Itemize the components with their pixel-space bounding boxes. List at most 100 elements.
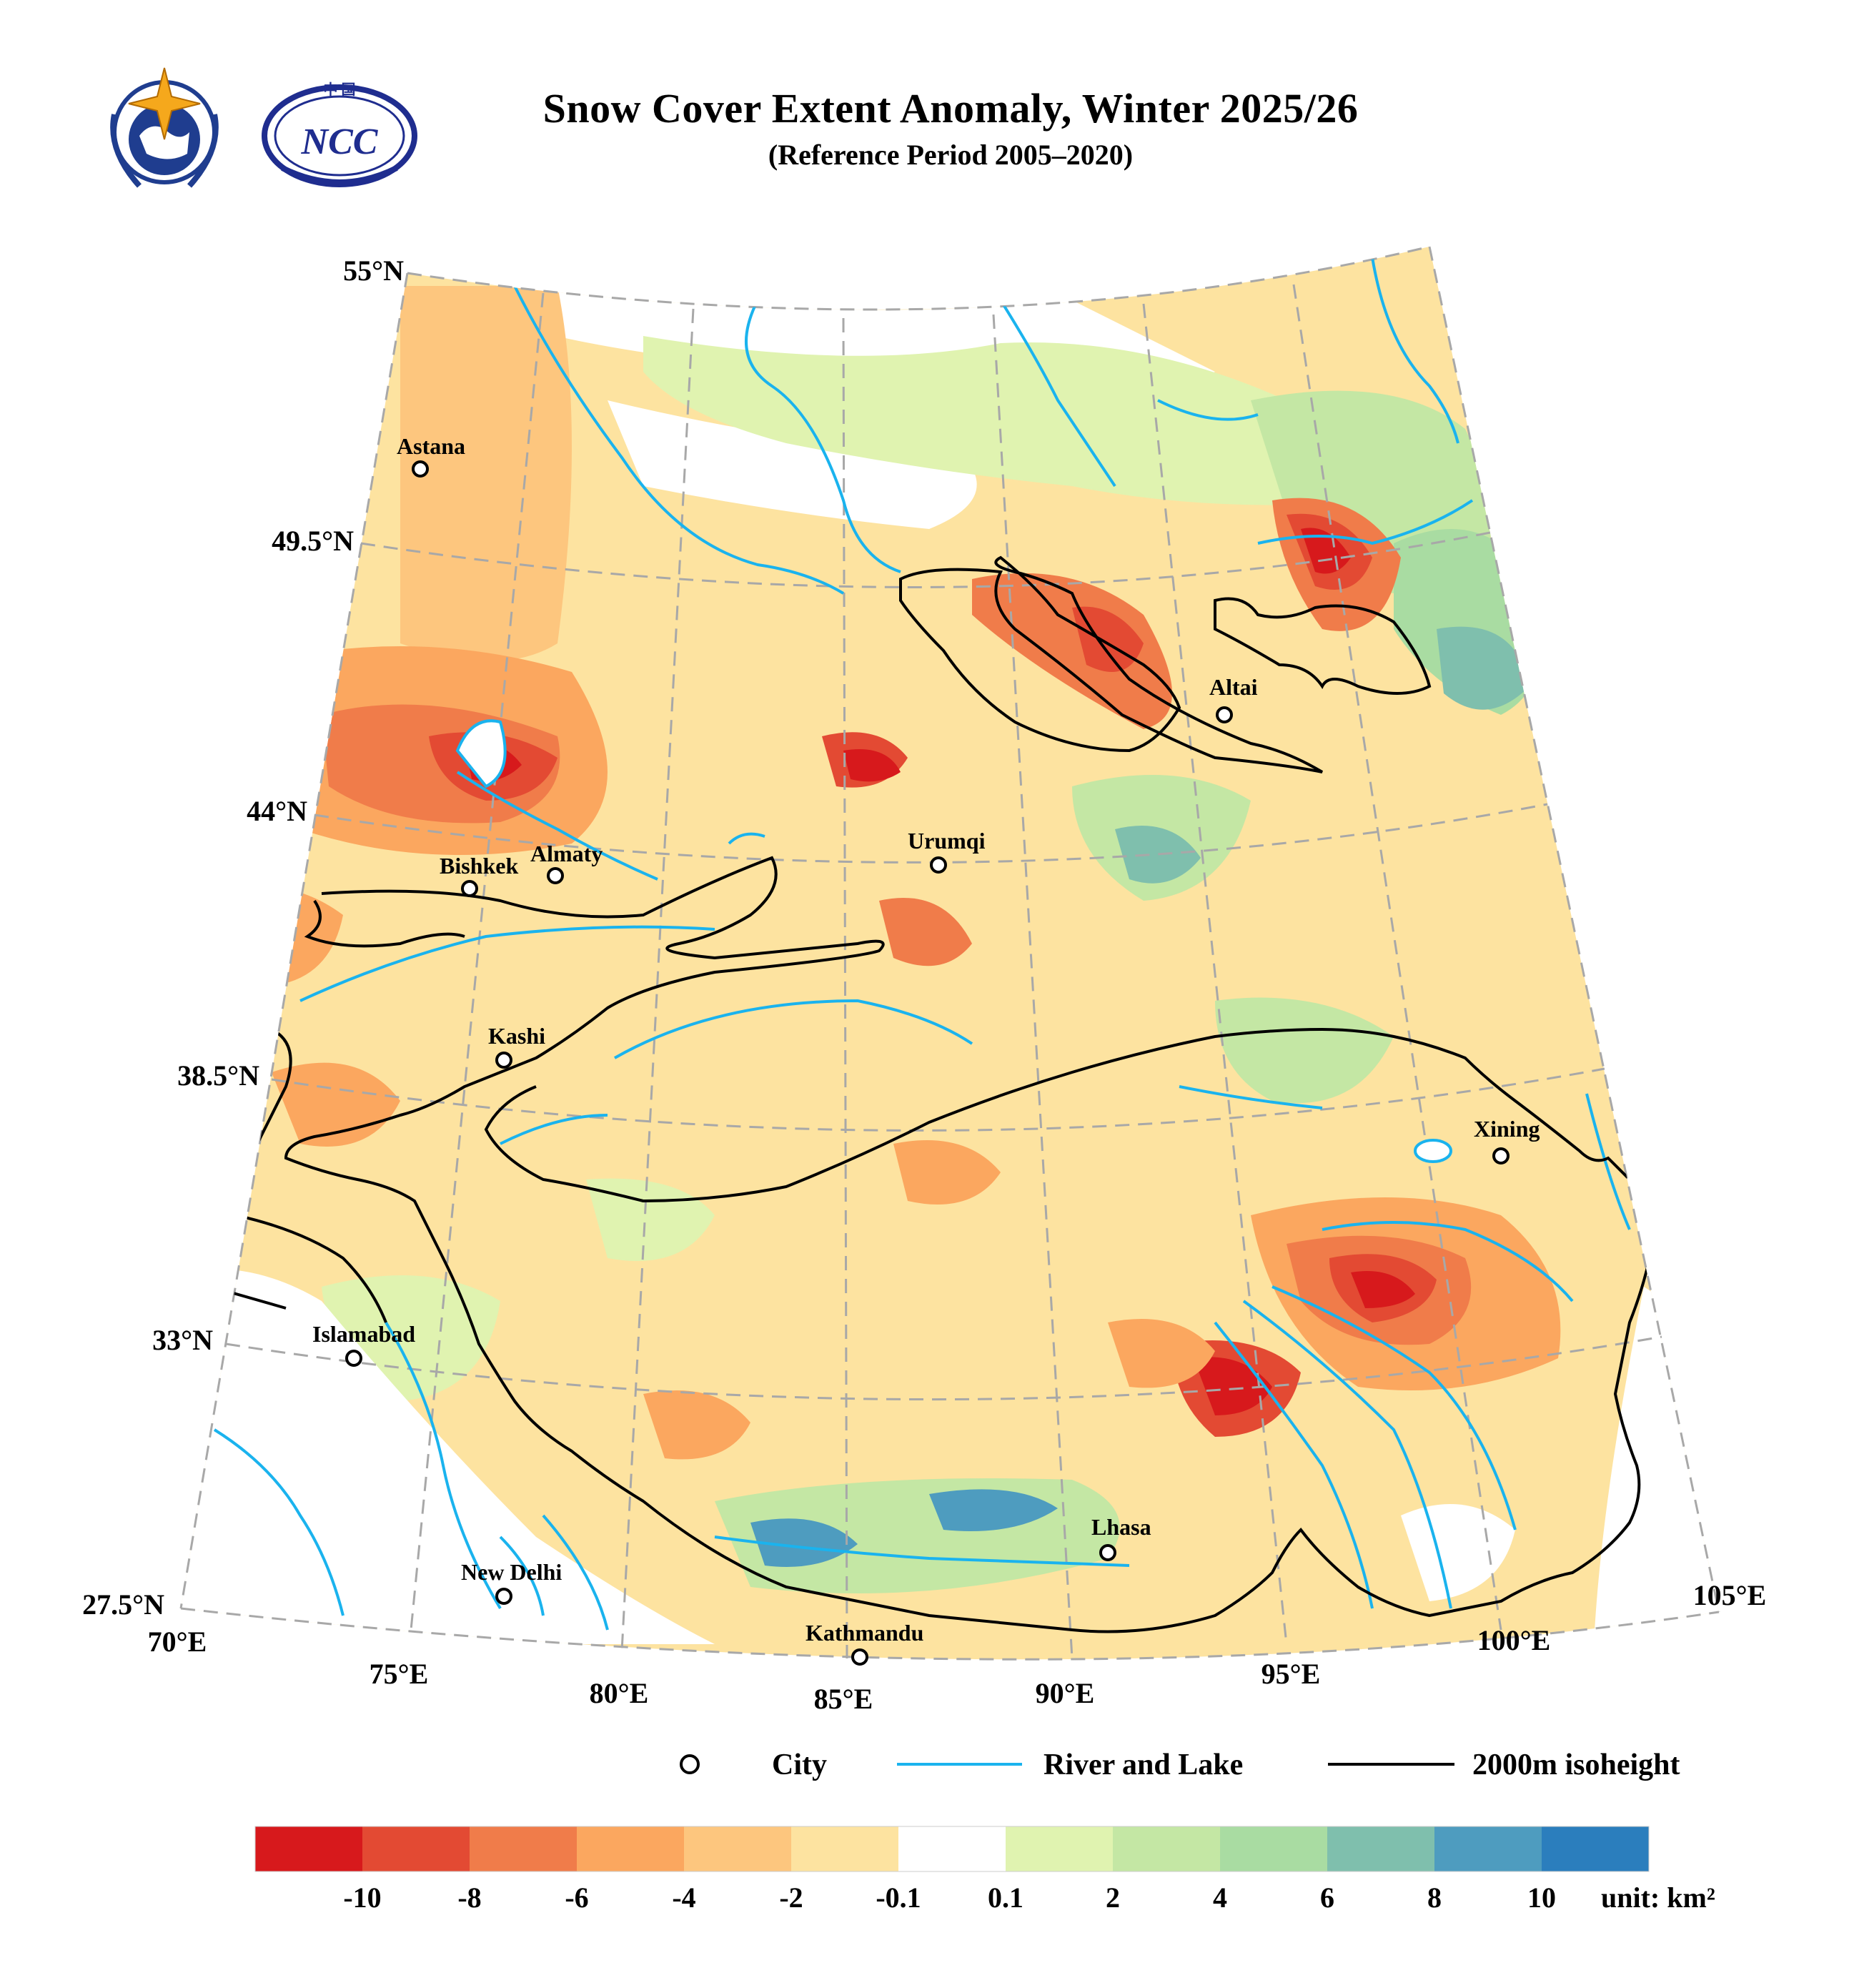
- map-title: Snow Cover Extent Anomaly, Winter 2025/2…: [542, 85, 1359, 132]
- colorbar-swatch: [255, 1826, 362, 1871]
- wmo-logo: [110, 67, 219, 188]
- river-yellow: [1322, 1221, 1574, 1302]
- river-bosten: [728, 832, 765, 845]
- river-angara: [1371, 257, 1459, 444]
- colorbar-swatch: [577, 1826, 684, 1871]
- colorbar-tick-label: -0.1: [876, 1881, 921, 1914]
- river-upper: [1157, 399, 1259, 421]
- colorbar-swatch: [1113, 1826, 1220, 1871]
- contour-altai: [899, 555, 1324, 773]
- river-ganges: [542, 1514, 609, 1631]
- river-mekong: [1242, 1300, 1452, 1609]
- colorbar-tick-label: -6: [565, 1881, 588, 1914]
- meridian-90: [992, 314, 1074, 1659]
- colorbar-swatch: [791, 1826, 898, 1871]
- city-label-kashi: Kashi: [488, 1023, 545, 1049]
- river-yellow-upper: [1585, 1093, 1631, 1230]
- colorbar-tick-label: -8: [457, 1881, 481, 1914]
- legend: City River and Lake 2000m isoheight: [680, 1749, 1680, 1781]
- parallel-38-5: [271, 1067, 1605, 1132]
- city-label-lhasa: Lhasa: [1091, 1514, 1151, 1540]
- river-irtysh: [513, 285, 845, 595]
- parallel-49-5: [360, 531, 1491, 588]
- river-indus: [385, 1321, 502, 1610]
- lon-label-100: 100°E: [1477, 1624, 1551, 1656]
- river-ili: [456, 771, 658, 881]
- lat-label-33: 33°N: [152, 1324, 213, 1356]
- river-syr: [299, 925, 715, 1002]
- city-label-almaty: Almaty: [530, 841, 603, 866]
- meridian-85: [842, 317, 848, 1659]
- colorbar-swatch: [1434, 1826, 1542, 1871]
- river-jhelum: [213, 1428, 344, 1616]
- colorbar-swatch: [1220, 1826, 1327, 1871]
- colorbar-frame: [254, 1826, 1650, 1872]
- lat-label-38-5: 38.5°N: [177, 1059, 259, 1092]
- legend-isoheight-label: 2000m isoheight: [1472, 1749, 1680, 1781]
- lon-label-75: 75°E: [370, 1658, 429, 1690]
- map-frame-bottom: [180, 1607, 1720, 1661]
- colorbar-swatch: [470, 1826, 577, 1871]
- lon-label-70: 70°E: [148, 1626, 207, 1658]
- city-label-new-delhi: New Delhi: [461, 1559, 562, 1585]
- river-salween: [1214, 1321, 1374, 1609]
- map-frame-left: [179, 272, 409, 1609]
- city-label-kathmandu: Kathmandu: [805, 1620, 923, 1646]
- lon-label-80: 80°E: [590, 1677, 649, 1709]
- map-subtitle: (Reference Period 2005–2020): [768, 139, 1134, 171]
- colorbar-tick-label: 4: [1213, 1881, 1227, 1914]
- ncc-logo-top-text: 中 国: [324, 81, 356, 98]
- city-marker-islamabad: [345, 1350, 362, 1367]
- city-label-urumqi: Urumqi: [908, 828, 986, 854]
- legend-river-label: River and Lake: [1044, 1749, 1243, 1781]
- river-yamuna: [499, 1535, 545, 1616]
- river-kashgar: [500, 1114, 608, 1145]
- city-marker-lhasa: [1099, 1544, 1116, 1561]
- parallel-44: [314, 803, 1548, 864]
- river-yarlung: [714, 1535, 1130, 1567]
- lake-balkhash: [455, 719, 507, 788]
- meridian-75: [410, 292, 545, 1631]
- lat-label-27-5: 27.5°N: [82, 1588, 164, 1621]
- lon-label-95: 95°E: [1261, 1658, 1321, 1690]
- city-marker-astana: [412, 460, 429, 478]
- colorbar-tick-label: -10: [343, 1881, 381, 1914]
- city-marker-altai: [1216, 706, 1233, 723]
- title-block: Snow Cover Extent Anomaly, Winter 2025/2…: [400, 84, 1501, 172]
- colorbar: -10 -8 -6 -4 -2 -0.1 0.1 2 4 6 8 10 unit: km²: [254, 1826, 1715, 1914]
- legend-city-label: City: [772, 1749, 827, 1781]
- colorbar-swatch: [684, 1826, 791, 1871]
- meridian-80: [620, 308, 695, 1652]
- city-marker-bishkek: [461, 880, 478, 897]
- colorbar-swatch: [898, 1826, 1006, 1871]
- graticule: [225, 284, 1662, 1659]
- colorbar-swatch: [1542, 1826, 1649, 1871]
- ncc-logo-text: NCC: [301, 122, 379, 162]
- colorbar-tick-label: 0.1: [988, 1881, 1023, 1914]
- colorbar-tick-label: 8: [1427, 1881, 1442, 1914]
- meridian-100: [1292, 284, 1502, 1631]
- colorbar-tick-label: -2: [779, 1881, 803, 1914]
- meridian-95: [1142, 303, 1288, 1645]
- map-frame-right: [1428, 246, 1720, 1613]
- city-marker-xining: [1492, 1147, 1510, 1164]
- lat-label-49-5: 49.5°N: [272, 525, 354, 557]
- colorbar-tick-label: 10: [1527, 1881, 1556, 1914]
- rivers: [213, 257, 1631, 1631]
- latitude-labels: 55°N 49.5°N 44°N 38.5°N 33°N 27.5°N: [82, 254, 404, 1621]
- river-ob: [745, 300, 901, 573]
- city-label-xining: Xining: [1474, 1116, 1540, 1142]
- colorbar-tick-label: 6: [1320, 1881, 1334, 1914]
- lon-label-90: 90°E: [1036, 1677, 1095, 1709]
- river-yenisei: [999, 299, 1116, 488]
- isoheight-lines: [185, 555, 1653, 1633]
- river-yangtze: [1272, 1285, 1517, 1530]
- contour-pamir: [256, 1028, 292, 1144]
- river-tarim: [614, 999, 973, 1059]
- contour-tienshan-west: [304, 899, 465, 948]
- lon-label-85: 85°E: [814, 1683, 873, 1715]
- city-marker-new-delhi: [495, 1588, 512, 1605]
- river-qaidam: [1179, 1085, 1323, 1109]
